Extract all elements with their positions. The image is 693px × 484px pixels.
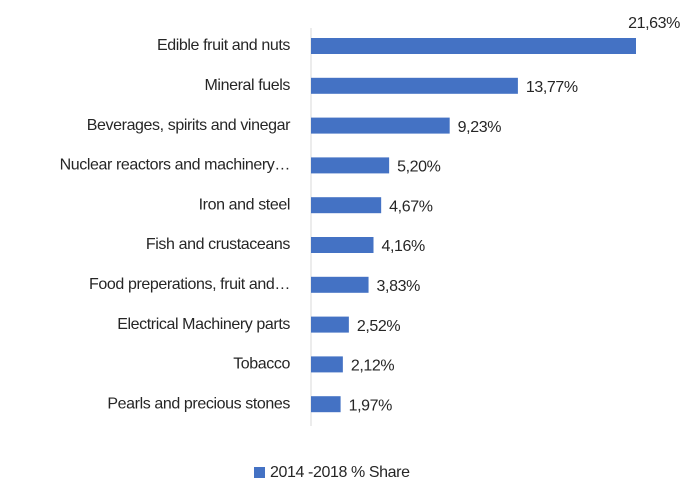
value-label: 5,20% — [397, 159, 441, 176]
category-label: Mineral fuels — [204, 77, 290, 94]
category-label: Tobacco — [233, 356, 290, 373]
bar — [311, 237, 374, 253]
category-label: Fish and crustaceans — [146, 236, 290, 253]
category-label: Pearls and precious stones — [107, 395, 290, 412]
value-label: 2,12% — [351, 358, 395, 375]
category-label: Beverages, spirits and vinegar — [87, 117, 291, 134]
category-label: Nuclear reactors and machinery… — [60, 157, 290, 174]
value-label: 1,97% — [349, 397, 393, 414]
category-label: Edible fruit and nuts — [157, 37, 290, 54]
bar — [311, 197, 382, 214]
bar — [311, 316, 349, 333]
value-label: 21,63% — [628, 15, 680, 32]
legend-swatch — [254, 467, 265, 478]
value-label: 4,16% — [382, 238, 426, 255]
bar — [311, 276, 369, 293]
legend-label: 2014 -2018 % Share — [270, 464, 410, 481]
value-label: 9,23% — [458, 119, 502, 136]
bar — [311, 356, 343, 373]
category-label: Iron and steel — [199, 196, 290, 213]
category-label: Electrical Machinery parts — [117, 316, 290, 333]
bar — [311, 396, 341, 413]
bar — [311, 117, 450, 134]
category-label: Food preperations, fruit and… — [89, 276, 290, 293]
bar — [311, 77, 518, 94]
value-label: 3,83% — [377, 278, 421, 295]
bar — [311, 157, 390, 174]
value-label: 13,77% — [526, 79, 578, 96]
bar — [311, 38, 636, 54]
value-label: 4,67% — [389, 198, 433, 215]
value-label: 2,52% — [357, 318, 401, 335]
